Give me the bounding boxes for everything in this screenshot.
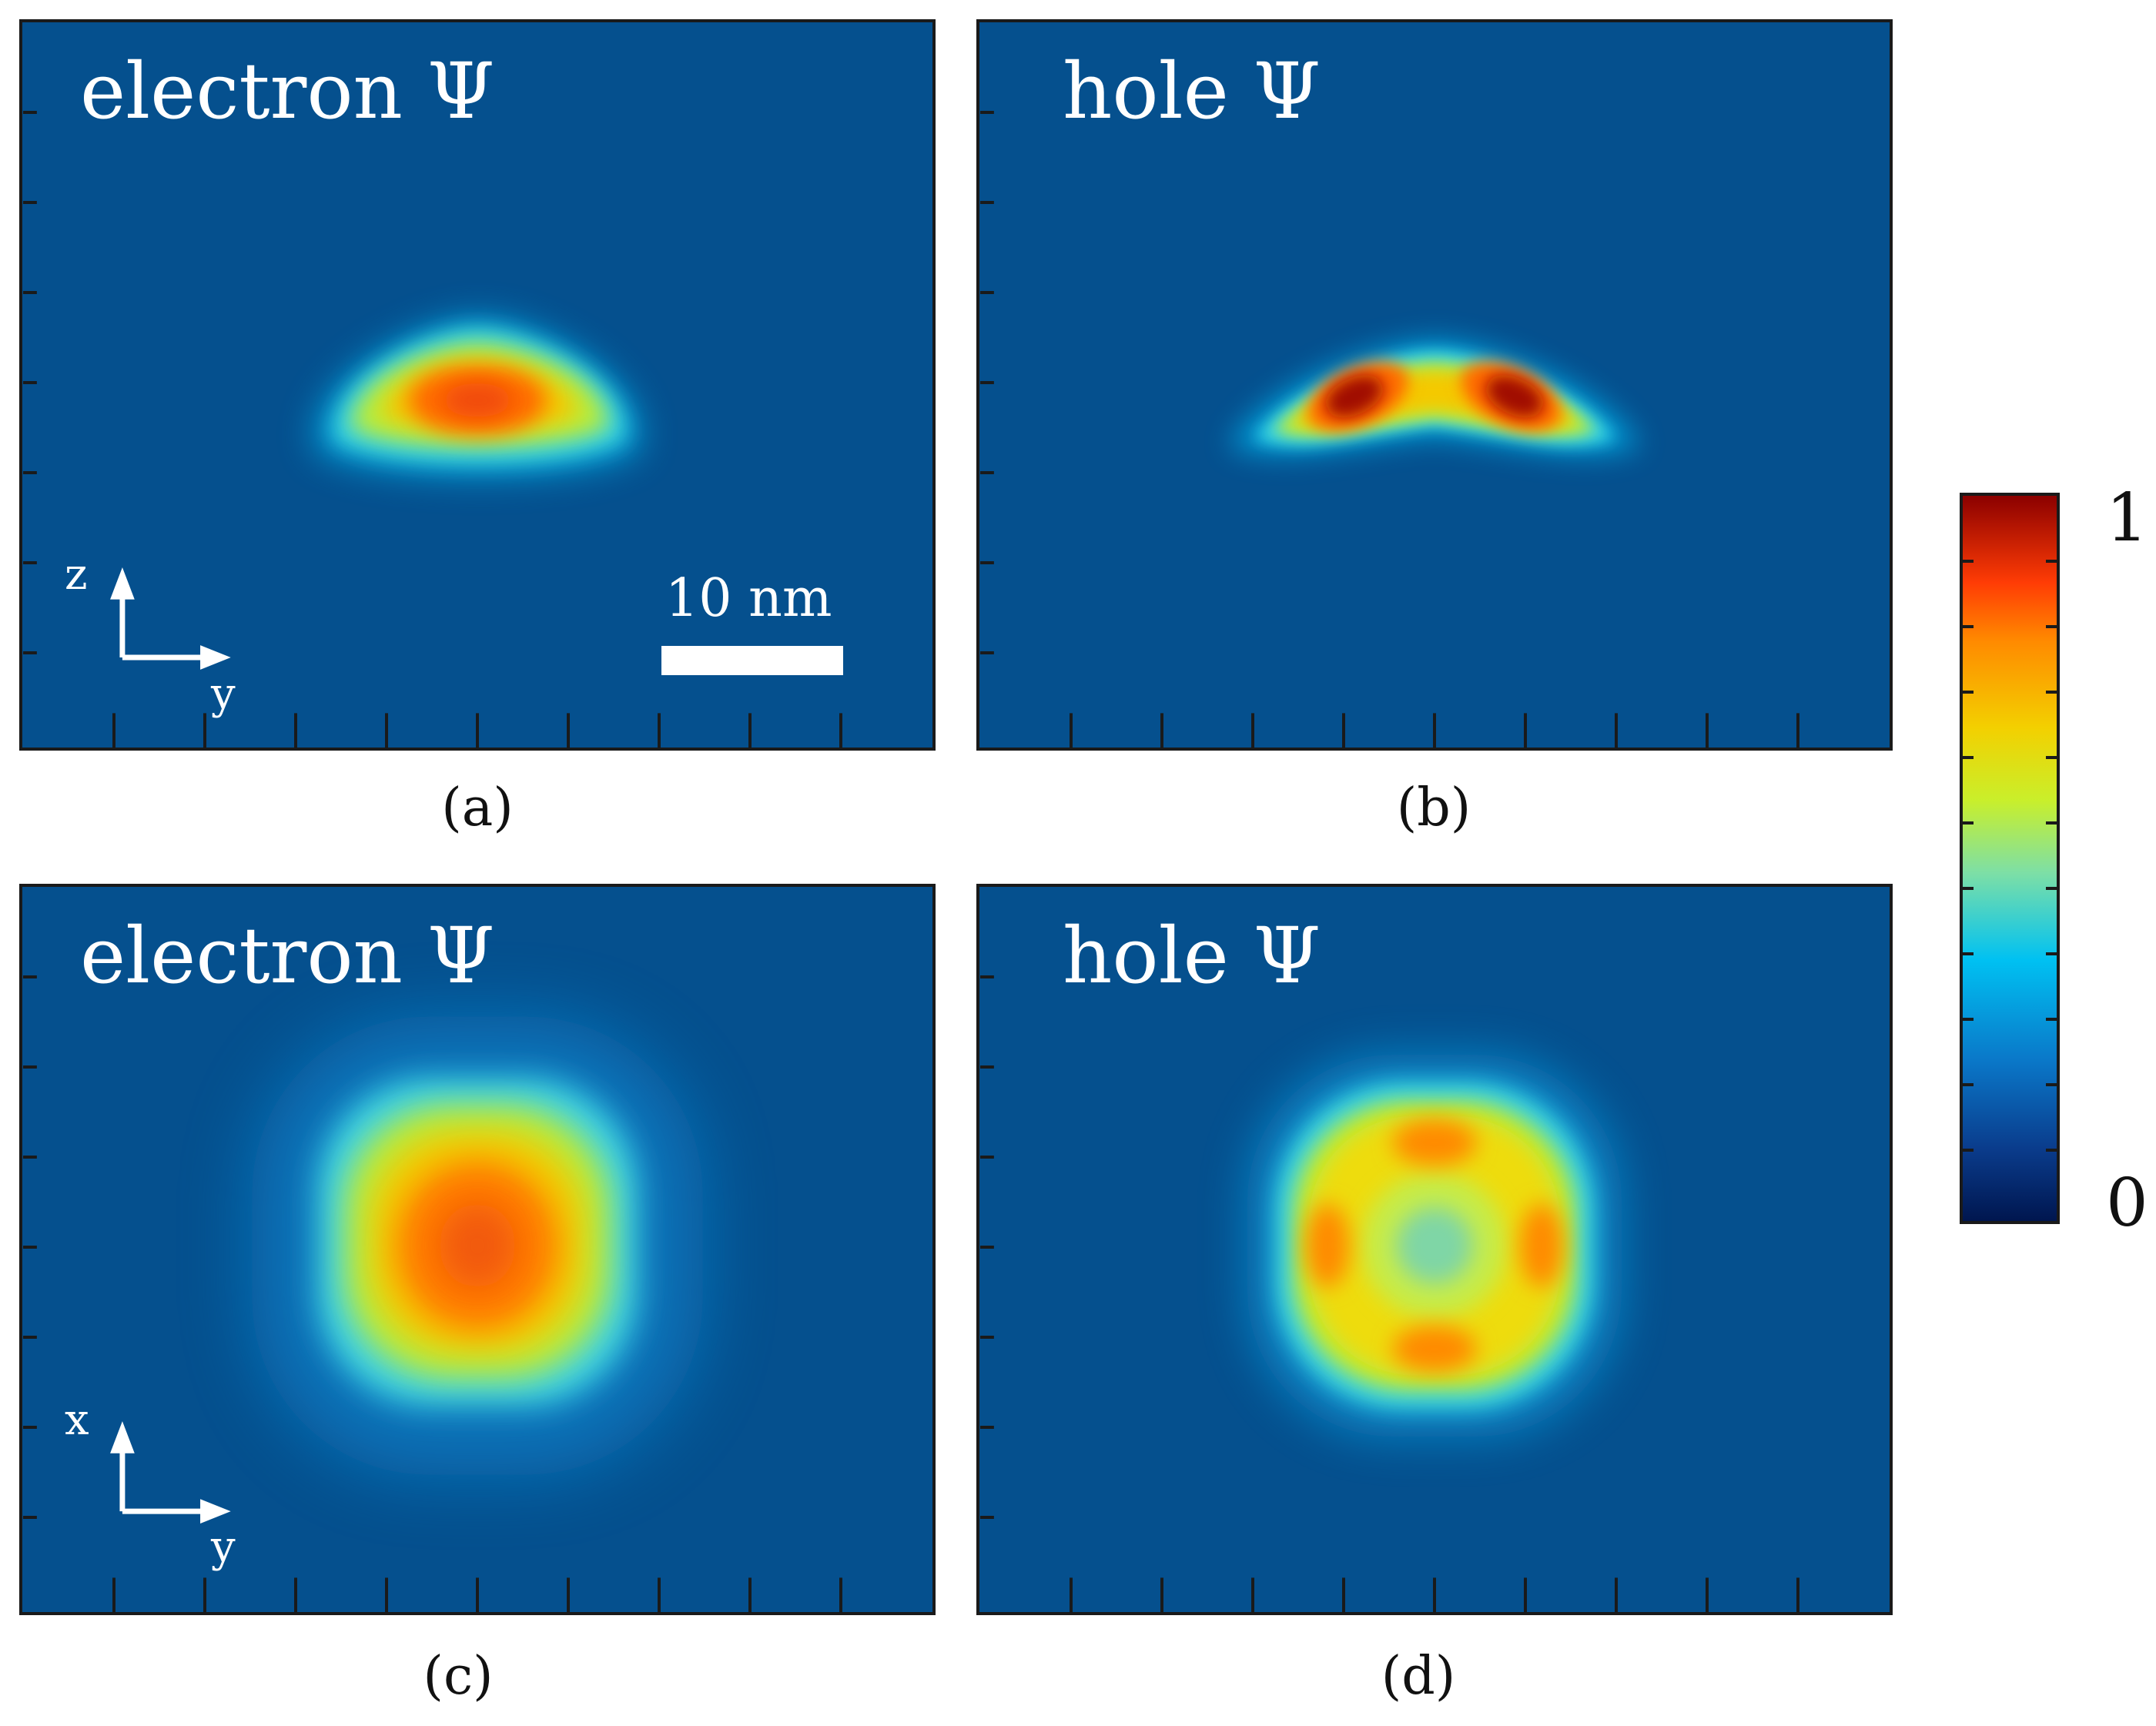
panel-c-title: electron Ψ xyxy=(80,911,495,1001)
scale-bar xyxy=(661,646,843,675)
panel-a-title: electron Ψ xyxy=(80,46,495,136)
caption-d: (d) xyxy=(1381,1646,1456,1707)
panel-b-title: hole Ψ xyxy=(1063,46,1321,136)
colorbar-ticks xyxy=(1963,560,2057,1152)
axis-arrows-a xyxy=(110,567,231,670)
axis-label-y-c: y xyxy=(211,1522,236,1572)
caption-a: (a) xyxy=(441,778,514,838)
electron-density-c xyxy=(252,1016,703,1475)
axis-label-z: z xyxy=(65,550,88,600)
ticks-c xyxy=(23,975,842,1612)
hole-density-b xyxy=(1228,339,1641,457)
colorbar-max-label: 1 xyxy=(2106,480,2148,557)
panel-d: hole Ψ xyxy=(976,884,1893,1615)
caption-c: (c) xyxy=(423,1646,494,1707)
ticks-a xyxy=(23,111,842,748)
electron-density-a xyxy=(312,316,643,479)
heatmap-c xyxy=(23,975,842,1612)
colorbar xyxy=(1960,493,2060,1224)
panel-c: electron Ψ x y xyxy=(19,884,936,1615)
colorbar-min-label: 0 xyxy=(2106,1165,2148,1242)
axis-arrows-c xyxy=(110,1421,231,1524)
ticks-d xyxy=(980,975,1799,1612)
panel-d-title: hole Ψ xyxy=(1063,911,1321,1001)
ticks-b xyxy=(980,111,1799,748)
heatmap-d xyxy=(980,975,1799,1612)
caption-b: (b) xyxy=(1396,778,1471,838)
panel-b: hole Ψ xyxy=(976,19,1893,751)
heatmap-b xyxy=(980,111,1799,748)
hole-density-d xyxy=(1247,1055,1622,1437)
heatmap-a xyxy=(23,111,842,748)
panel-a: electron Ψ z y 10 nm xyxy=(19,19,936,751)
axis-label-x: x xyxy=(65,1395,89,1445)
scale-bar-label: 10 nm xyxy=(665,568,832,629)
axis-label-y: y xyxy=(211,669,236,719)
